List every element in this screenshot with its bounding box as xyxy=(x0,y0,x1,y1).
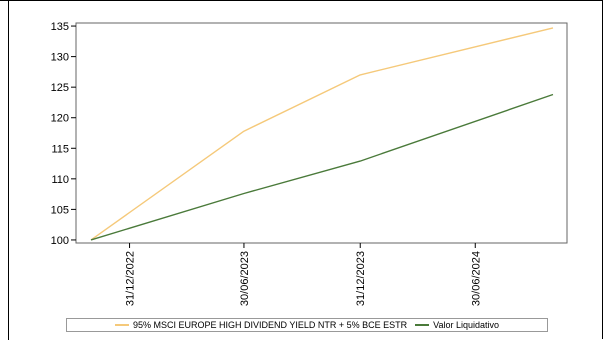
y-tick-label: 125 xyxy=(51,82,69,94)
legend-label-valor-liquidativo: Valor Liquidativo xyxy=(433,320,500,330)
legend-item-valor-liquidativo: Valor Liquidativo xyxy=(415,320,499,330)
y-tick-label: 115 xyxy=(51,143,69,155)
x-axis: 31/12/2022 30/06/2023 31/12/2023 30/06/2024 xyxy=(125,243,482,306)
series-line-1 xyxy=(90,93,554,241)
series-line-0 xyxy=(90,27,554,241)
y-tick-label: 120 xyxy=(51,113,69,125)
y-tick-label: 135 xyxy=(51,21,69,33)
y-tick-label: 110 xyxy=(51,174,69,186)
y-tick-label: 100 xyxy=(51,235,69,247)
y-tick-label: 130 xyxy=(51,52,69,64)
legend-label-benchmark: 95% MSCI EUROPE HIGH DIVIDEND YIELD NTR … xyxy=(132,320,408,330)
legend-item-benchmark: 95% MSCI EUROPE HIGH DIVIDEND YIELD NTR … xyxy=(114,320,408,330)
page-margin-rule xyxy=(8,0,9,340)
y-tick-label: 105 xyxy=(51,204,69,216)
x-tick-label: 30/06/2024 xyxy=(470,251,482,306)
legend-swatch-valor-liquidativo xyxy=(415,324,430,326)
x-tick-label: 31/12/2023 xyxy=(355,251,367,306)
x-tick-label: 31/12/2022 xyxy=(125,251,137,306)
legend-swatch-benchmark xyxy=(114,324,129,326)
x-tick-label: 30/06/2023 xyxy=(239,251,251,306)
plot-area xyxy=(75,22,568,244)
y-axis: 100 105 110 115 120 125 130 135 xyxy=(51,21,76,247)
legend: 95% MSCI EUROPE HIGH DIVIDEND YIELD NTR … xyxy=(66,318,548,332)
series-layer xyxy=(90,27,554,241)
